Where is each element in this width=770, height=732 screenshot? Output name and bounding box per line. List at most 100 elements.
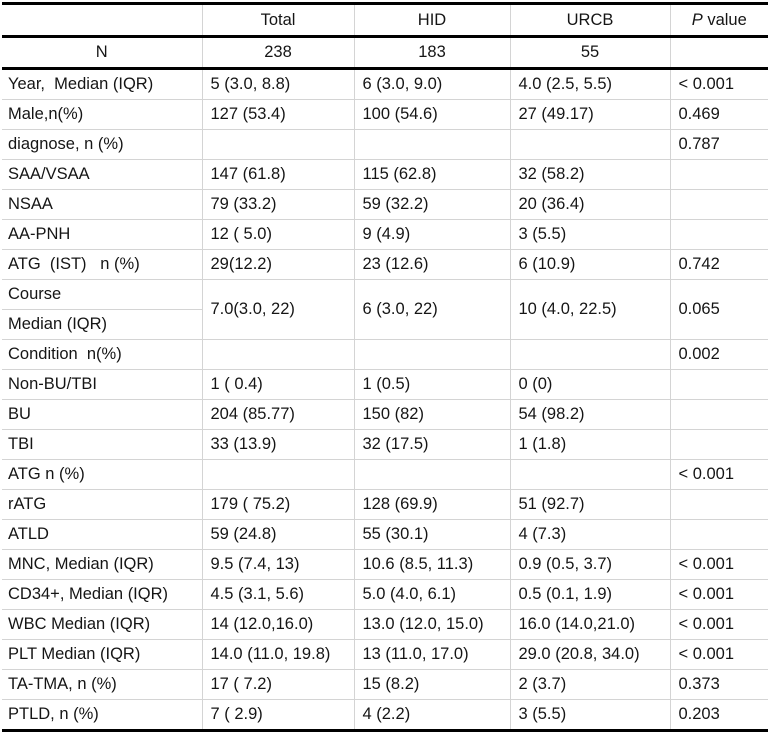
row-label-cell: Year, Median (IQR) <box>2 68 202 100</box>
urcb-cell: 32 (58.2) <box>509 159 670 190</box>
p-value-cell: < 0.001 <box>669 549 768 580</box>
hid-cell: 9 (4.9) <box>353 219 510 250</box>
p-value-cell: < 0.001 <box>669 609 768 640</box>
total-cell: 179 ( 75.2) <box>201 489 354 520</box>
urcb-cell: 51 (92.7) <box>509 489 670 520</box>
row-label-cell: diagnose, n (%) <box>2 129 202 160</box>
urcb-cell <box>509 339 670 370</box>
urcb-cell: 16.0 (14.0,21.0) <box>509 609 670 640</box>
urcb-cell: 4 (7.3) <box>509 519 670 550</box>
column-header-hid: HID <box>353 2 510 38</box>
hid-cell: 1 (0.5) <box>353 369 510 400</box>
p-value-cell <box>669 429 768 460</box>
table-row-cd34: CD34+, Median (IQR) 4.5 (3.1, 5.6) 5.0 (… <box>2 579 768 610</box>
row-label-cell: NSAA <box>2 189 202 220</box>
table-row-condition: Condition n(%) 0.002 <box>2 339 768 370</box>
column-header-urcb: URCB <box>509 2 670 38</box>
p-value-cell <box>669 189 768 220</box>
table-row-mnc: MNC, Median (IQR) 9.5 (7.4, 13) 10.6 (8.… <box>2 549 768 580</box>
column-header-p-value: P value <box>669 2 768 38</box>
hid-cell: 6 (3.0, 22) <box>353 279 510 340</box>
header-blank-cell <box>2 2 202 38</box>
table-row-saa-vsaa: SAA/VSAA 147 (61.8) 115 (62.8) 32 (58.2) <box>2 159 768 190</box>
total-cell: 204 (85.77) <box>201 399 354 430</box>
hid-cell: 100 (54.6) <box>353 99 510 130</box>
header-row: Total HID URCB P value <box>2 2 768 38</box>
row-label-cell: BU <box>2 399 202 430</box>
p-value-cell <box>669 399 768 430</box>
hid-cell: 150 (82) <box>353 399 510 430</box>
hid-cell <box>353 339 510 370</box>
row-label-cell: WBC Median (IQR) <box>2 609 202 640</box>
table-row-atg-ist: ATG (IST) n (%) 29(12.2) 23 (12.6) 6 (10… <box>2 249 768 280</box>
p-value-cell <box>669 219 768 250</box>
p-value-cell <box>669 519 768 550</box>
table-row-aa-pnh: AA-PNH 12 ( 5.0) 9 (4.9) 3 (5.5) <box>2 219 768 250</box>
row-label-cell: SAA/VSAA <box>2 159 202 190</box>
row-label-cell: Non-BU/TBI <box>2 369 202 400</box>
total-cell: 9.5 (7.4, 13) <box>201 549 354 580</box>
p-value-cell <box>669 159 768 190</box>
total-cell <box>201 339 354 370</box>
row-label-cell: CD34+, Median (IQR) <box>2 579 202 610</box>
p-value-rest: value <box>702 10 747 29</box>
hid-cell <box>353 459 510 490</box>
column-header-total: Total <box>201 2 354 38</box>
row-label-cell: PTLD, n (%) <box>2 699 202 732</box>
hid-cell <box>353 129 510 160</box>
row-label-cell: ATG (IST) n (%) <box>2 249 202 280</box>
hid-cell: 23 (12.6) <box>353 249 510 280</box>
urcb-cell: 29.0 (20.8, 34.0) <box>509 639 670 670</box>
table-row-ptld: PTLD, n (%) 7 ( 2.9) 4 (2.2) 3 (5.5) 0.2… <box>2 699 768 732</box>
urcb-cell <box>509 459 670 490</box>
hid-cell: 15 (8.2) <box>353 669 510 700</box>
p-value-cell: 0.203 <box>669 699 768 732</box>
p-value-cell: < 0.001 <box>669 579 768 610</box>
urcb-cell: 2 (3.7) <box>509 669 670 700</box>
hid-cell: 59 (32.2) <box>353 189 510 220</box>
row-label-cell: AA-PNH <box>2 219 202 250</box>
urcb-cell: 4.0 (2.5, 5.5) <box>509 68 670 100</box>
urcb-cell: 0.9 (0.5, 3.7) <box>509 549 670 580</box>
total-cell: 14.0 (11.0, 19.8) <box>201 639 354 670</box>
table-row-plt: PLT Median (IQR) 14.0 (11.0, 19.8) 13 (1… <box>2 639 768 670</box>
total-cell: 127 (53.4) <box>201 99 354 130</box>
p-value-cell: 0.065 <box>669 279 768 340</box>
hid-cell: 4 (2.2) <box>353 699 510 732</box>
p-value-cell <box>669 369 768 400</box>
total-cell: 12 ( 5.0) <box>201 219 354 250</box>
total-cell: 33 (13.9) <box>201 429 354 460</box>
p-value-cell: 0.373 <box>669 669 768 700</box>
p-value-cell: 0.469 <box>669 99 768 130</box>
p-value-cell <box>669 36 768 70</box>
hid-cell: 13 (11.0, 17.0) <box>353 639 510 670</box>
row-label-cell: TBI <box>2 429 202 460</box>
hid-cell: 55 (30.1) <box>353 519 510 550</box>
table-row-male: Male,n(%) 127 (53.4) 100 (54.6) 27 (49.1… <box>2 99 768 130</box>
total-cell: 5 (3.0, 8.8) <box>201 68 354 100</box>
hid-cell: 32 (17.5) <box>353 429 510 460</box>
row-label-cell: Condition n(%) <box>2 339 202 370</box>
urcb-cell: 1 (1.8) <box>509 429 670 460</box>
total-cell: 17 ( 7.2) <box>201 669 354 700</box>
total-cell <box>201 459 354 490</box>
p-value-cell: 0.002 <box>669 339 768 370</box>
urcb-cell: 0.5 (0.1, 1.9) <box>509 579 670 610</box>
row-label-cell: Median (IQR) <box>2 309 202 340</box>
p-value-cell: < 0.001 <box>669 459 768 490</box>
total-cell: 7 ( 2.9) <box>201 699 354 732</box>
p-value-cell: 0.742 <box>669 249 768 280</box>
total-cell: 29(12.2) <box>201 249 354 280</box>
urcb-cell: 0 (0) <box>509 369 670 400</box>
table-row-year: Year, Median (IQR) 5 (3.0, 8.8) 6 (3.0, … <box>2 68 768 100</box>
urcb-cell: 3 (5.5) <box>509 219 670 250</box>
urcb-cell: 27 (49.17) <box>509 99 670 130</box>
table-row-diagnose: diagnose, n (%) 0.787 <box>2 129 768 160</box>
total-cell: 238 <box>201 36 354 70</box>
hid-cell: 183 <box>353 36 510 70</box>
p-value-cell: 0.787 <box>669 129 768 160</box>
row-label-cell: TA-TMA, n (%) <box>2 669 202 700</box>
total-cell: 59 (24.8) <box>201 519 354 550</box>
total-cell: 79 (33.2) <box>201 189 354 220</box>
